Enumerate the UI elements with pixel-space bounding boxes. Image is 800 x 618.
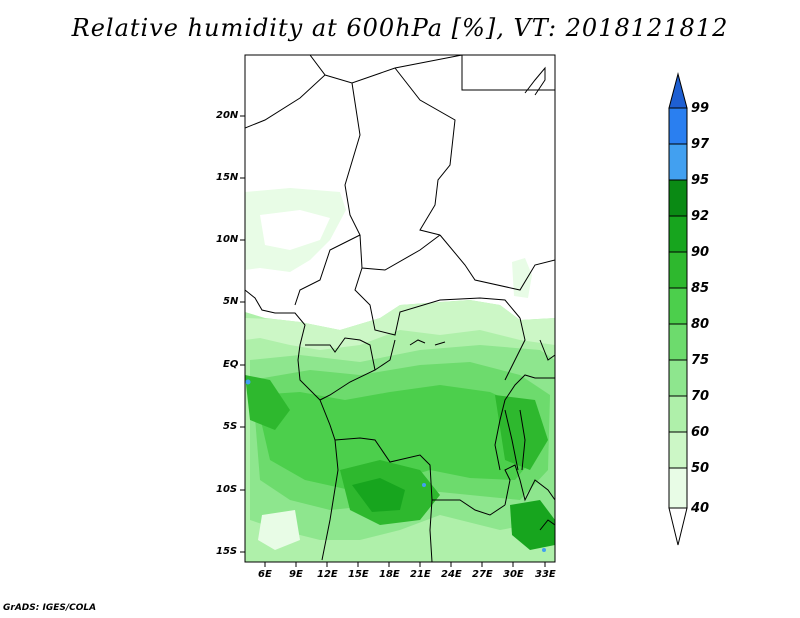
lat-tick-marks: [240, 115, 245, 553]
colorbar-label: 99: [691, 101, 710, 116]
lon-tick-label: 24E: [441, 569, 462, 580]
humidity-spot-95: [422, 483, 426, 487]
lon-tick-label: 33E: [535, 569, 556, 580]
colorbar-label: 60: [691, 425, 710, 440]
lon-tick-label: 9E: [289, 569, 303, 580]
colorbar-label: 80: [691, 317, 710, 332]
lat-tick-label: 10N: [216, 234, 239, 245]
humidity-zone-50: [245, 300, 555, 350]
humidity-zone-90: [352, 478, 405, 512]
lon-tick-label: 18E: [379, 569, 400, 580]
lon-tick-label: 12E: [317, 569, 338, 580]
lat-tick-label: 20N: [216, 110, 239, 121]
humidity-field: [245, 188, 555, 562]
colorbar-label: 75: [691, 353, 710, 368]
lon-tick-label: 6E: [258, 569, 272, 580]
lon-tick-label: 30E: [503, 569, 524, 580]
colorbar-bottom-arrow: [668, 507, 688, 546]
lat-tick-label: 5N: [223, 296, 239, 307]
colorbar-segment: [668, 179, 688, 217]
map-title: Relative humidity at 600hPa [%], VT: 201…: [71, 14, 729, 42]
lat-tick-label: 10S: [216, 484, 238, 495]
colorbar-segment: [668, 395, 688, 433]
humidity-zone-85-east: [495, 395, 548, 470]
colorbar-label: 95: [691, 173, 710, 188]
humidity-zone-east-40: [512, 258, 532, 298]
colorbar-top-arrow: [668, 72, 688, 109]
lat-tick-label: 15S: [216, 546, 238, 557]
lon-tick-label: 27E: [472, 569, 493, 580]
colorbar-segment: [668, 143, 688, 181]
colorbar-segment: [668, 215, 688, 253]
humidity-zone-80: [255, 385, 540, 490]
country-borders: [245, 55, 555, 562]
footer-credit: GrADS: IGES/COLA: [3, 603, 97, 613]
colorbar-segment: [668, 251, 688, 289]
lat-tick-label: 15N: [216, 172, 239, 183]
humidity-zone-90-southeast: [510, 500, 555, 550]
humidity-spot-95: [542, 548, 546, 552]
colorbar-segment: [668, 431, 688, 469]
lon-tick-label: 21E: [410, 569, 431, 580]
lat-tick-label: 5S: [223, 421, 238, 432]
colorbar-segment: [668, 359, 688, 397]
colorbar-label: 90: [691, 245, 710, 260]
colorbar-segment: [668, 323, 688, 361]
dry-patch-north: [260, 210, 330, 250]
humidity-zone-85-west: [245, 375, 290, 430]
colorbar-label: 40: [691, 501, 710, 516]
colorbar: [668, 72, 688, 546]
humidity-spot-95: [245, 379, 251, 385]
map-frame: [244, 54, 556, 563]
colorbar-segment: [668, 287, 688, 325]
colorbar-label: 50: [691, 461, 710, 476]
colorbar-segment: [668, 107, 688, 145]
colorbar-label: 97: [691, 137, 710, 152]
lon-tick-label: 15E: [348, 569, 369, 580]
lon-tick-marks: [264, 562, 546, 567]
colorbar-segment: [668, 467, 688, 509]
colorbar-label: 85: [691, 281, 710, 296]
colorbar-label: 70: [691, 389, 710, 404]
colorbar-label: 92: [691, 209, 710, 224]
dry-patch-southwest: [258, 510, 300, 550]
lat-tick-label: EQ: [223, 359, 239, 370]
